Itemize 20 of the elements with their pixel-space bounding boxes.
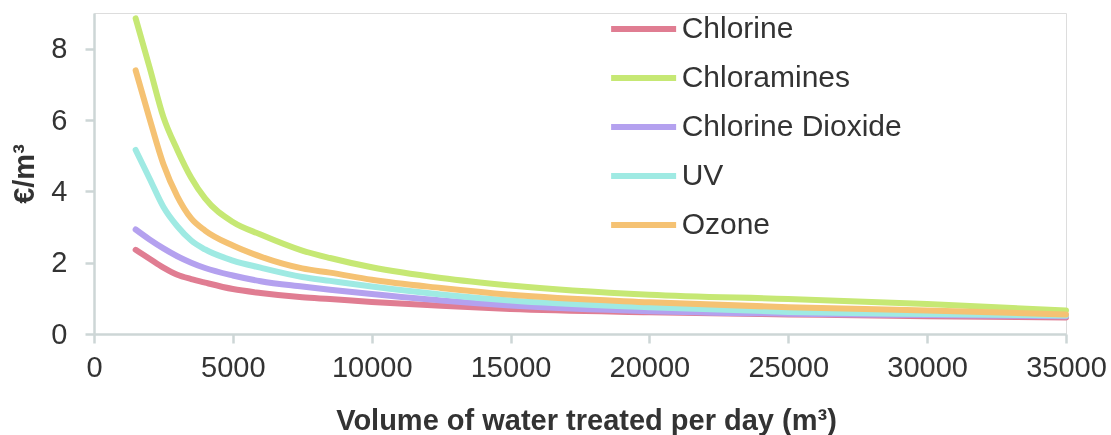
x-tick-label: 30000 (887, 350, 968, 383)
y-axis-title: €/m³ (7, 143, 40, 204)
x-tick-label: 5000 (201, 350, 266, 383)
legend-label: Chloramines (681, 60, 851, 93)
legend-label: Chlorine (681, 11, 794, 44)
x-tick-label: 10000 (331, 350, 413, 383)
x-tick-label: 25000 (748, 350, 830, 383)
x-tick-label: 0 (86, 350, 103, 383)
y-tick-label: 2 (51, 246, 68, 279)
x-tick-label: 35000 (1026, 350, 1107, 383)
legend-label: UV (681, 158, 724, 191)
x-tick-label: 15000 (470, 350, 552, 383)
y-tick-label: 6 (51, 103, 68, 136)
y-tick-label: 8 (51, 32, 68, 65)
legend-label: Ozone (681, 207, 771, 240)
x-tick-label: 20000 (609, 350, 691, 383)
y-tick-label: 0 (51, 317, 68, 350)
legend-label: Chlorine Dioxide (681, 109, 902, 142)
y-tick-label: 4 (51, 174, 68, 207)
x-axis-title: Volume of water treated per day (m³) (336, 403, 837, 435)
